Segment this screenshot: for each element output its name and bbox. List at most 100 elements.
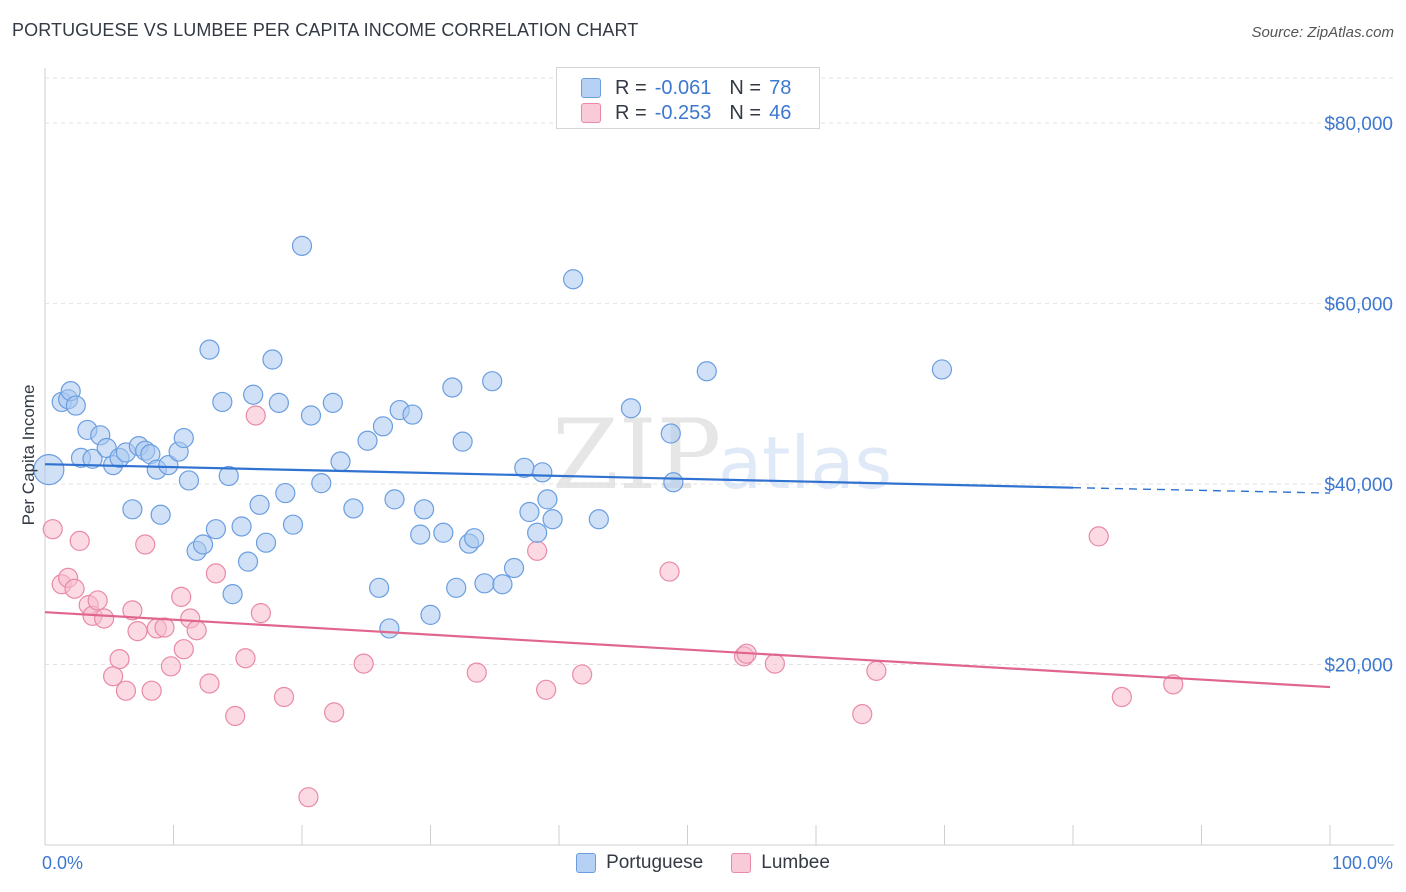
portuguese-point xyxy=(178,470,200,491)
portuguese-point xyxy=(262,349,283,370)
chart-title: PORTUGUESE VS LUMBEE PER CAPITA INCOME C… xyxy=(12,20,639,40)
lumbee-point xyxy=(115,680,137,701)
lumbee-swatch xyxy=(581,103,601,123)
lumbee-r-label: R = xyxy=(615,101,647,124)
portuguese-n-label: N = xyxy=(729,76,762,99)
portuguese-trend-line xyxy=(44,463,1074,489)
lumbee-point xyxy=(852,704,873,725)
portuguese-point xyxy=(357,430,378,451)
tick-labels: $20,000 $40,000 $60,000 $80,000 0.0% 100.0% xyxy=(42,114,1393,873)
portuguese-point xyxy=(384,489,405,510)
legend-item-portuguese[interactable]: Portuguese xyxy=(576,852,703,874)
lumbee-trend-line xyxy=(44,611,1331,689)
stats-legend: R = -0.061 N = 78 R = -0.253 N = 46 xyxy=(556,67,820,129)
portuguese-point xyxy=(537,489,558,510)
y-tick-label: $80,000 xyxy=(1324,114,1393,135)
portuguese-point xyxy=(482,371,503,392)
lumbee-n-label: N = xyxy=(729,101,762,124)
lumbee-point xyxy=(141,680,162,701)
y-axis-label: Per Capita Income xyxy=(19,385,38,526)
portuguese-n-value: 78 xyxy=(769,76,792,99)
lumbee-point xyxy=(199,673,220,694)
lumbee-point xyxy=(273,686,295,708)
lumbee-n-value: 46 xyxy=(769,101,792,124)
portuguese-point xyxy=(696,361,717,382)
lumbee-point xyxy=(135,534,156,555)
portuguese-point xyxy=(464,528,485,549)
portuguese-point xyxy=(503,557,525,579)
portuguese-point xyxy=(268,392,289,413)
lumbee-point xyxy=(764,653,785,674)
portuguese-point xyxy=(322,392,343,413)
lumbee-point xyxy=(173,639,194,660)
grid-lines xyxy=(45,77,1394,666)
portuguese-point xyxy=(369,577,390,598)
portuguese-trend-extension xyxy=(1072,486,1331,494)
lumbee-point xyxy=(186,620,207,641)
portuguese-point xyxy=(330,451,351,472)
portuguese-point xyxy=(173,427,194,449)
portuguese-r-value: -0.061 xyxy=(654,76,712,99)
portuguese-point xyxy=(372,416,394,437)
portuguese-point xyxy=(222,584,243,605)
portuguese-point xyxy=(420,604,441,626)
zipatlas-watermark: ZIP atlas xyxy=(552,399,892,511)
portuguese-point xyxy=(243,384,264,405)
portuguese-point xyxy=(192,534,214,555)
lumbee-point xyxy=(154,617,175,638)
portuguese-point xyxy=(282,514,304,535)
portuguese-point xyxy=(446,577,467,598)
portuguese-point xyxy=(532,462,553,483)
lumbee-point xyxy=(205,563,227,584)
y-tick-label: $20,000 xyxy=(1324,656,1393,677)
lumbee-point xyxy=(572,664,593,685)
portuguese-point xyxy=(249,494,270,515)
portuguese-point xyxy=(237,551,259,572)
portuguese-point xyxy=(343,498,364,519)
portuguese-point xyxy=(492,574,513,595)
lumbee-point xyxy=(160,656,182,677)
portuguese-point xyxy=(199,339,220,360)
lumbee-point xyxy=(298,787,319,808)
watermark-zip: ZIP xyxy=(552,399,721,511)
portuguese-point xyxy=(65,395,86,416)
lumbee-point xyxy=(353,653,374,674)
y-tick-label: $60,000 xyxy=(1324,295,1393,316)
portuguese-point xyxy=(33,454,65,486)
lumbee-r-value: -0.253 xyxy=(654,101,712,124)
legend-row-lumbee: R = -0.253 N = 46 xyxy=(581,101,791,125)
lumbee-point xyxy=(250,602,271,624)
lumbee-point xyxy=(235,648,256,669)
portuguese-point xyxy=(433,522,454,543)
lumbee-point xyxy=(122,600,143,621)
trend-lines xyxy=(44,463,1331,689)
lumbee-point xyxy=(109,649,130,670)
lumbee-point xyxy=(42,519,63,540)
portuguese-point xyxy=(519,501,540,523)
lumbee-point xyxy=(69,530,90,552)
portuguese-point xyxy=(410,524,431,545)
portuguese-swatch xyxy=(581,78,601,98)
portuguese-point xyxy=(442,377,463,398)
portuguese-point xyxy=(660,423,681,444)
portuguese-legend-swatch xyxy=(576,853,597,873)
lumbee-point xyxy=(94,608,115,629)
portuguese-point xyxy=(452,431,473,452)
lumbee-point xyxy=(324,702,345,723)
legend-item-lumbee[interactable]: Lumbee xyxy=(731,852,830,874)
portuguese-point xyxy=(379,618,400,639)
portuguese-point xyxy=(275,482,296,504)
lumbee-point xyxy=(527,540,548,561)
series-legend: Portuguese Lumbee xyxy=(0,852,1406,874)
portuguese-r-label: R = xyxy=(615,76,647,99)
portuguese-point xyxy=(218,465,239,487)
portuguese-point xyxy=(291,235,313,256)
portuguese-point xyxy=(150,504,171,525)
legend-row-portuguese: R = -0.061 N = 78 xyxy=(581,76,791,100)
lumbee-point xyxy=(1088,526,1109,547)
portuguese-point xyxy=(413,499,435,520)
portuguese-point xyxy=(563,269,584,290)
lumbee-points xyxy=(42,405,1184,808)
lumbee-point xyxy=(866,660,887,681)
